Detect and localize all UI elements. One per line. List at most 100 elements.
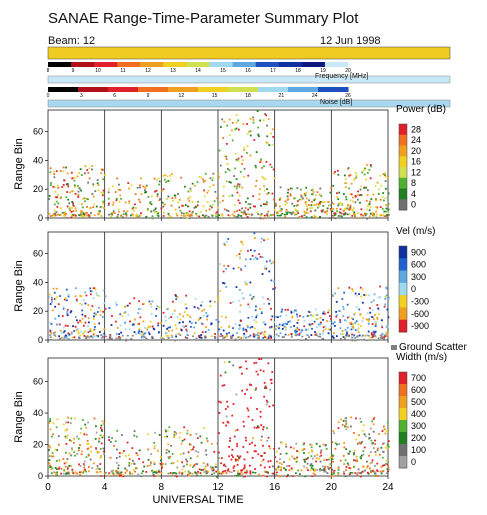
echo-dot <box>118 452 121 454</box>
echo-dot <box>126 210 129 213</box>
echo-dot <box>264 203 267 206</box>
echo-dot <box>219 164 222 167</box>
echo-dot <box>158 471 161 473</box>
echo-dot <box>353 334 356 337</box>
echo-dot <box>299 217 302 220</box>
echo-dot <box>180 212 183 214</box>
frequency-swatch <box>278 62 303 67</box>
echo-dot <box>199 474 202 477</box>
echo-dot <box>260 158 262 161</box>
echo-dot <box>272 404 274 407</box>
echo-dot <box>372 330 375 333</box>
echo-dot <box>111 315 113 317</box>
echo-dot <box>64 435 67 438</box>
echo-dot <box>294 331 297 334</box>
echo-dot <box>365 208 368 211</box>
echo-dot <box>366 164 369 166</box>
echo-dot <box>291 468 293 471</box>
echo-dot <box>177 193 179 195</box>
echo-dot <box>264 113 267 115</box>
echo-dot <box>266 201 268 204</box>
echo-dot <box>280 463 283 466</box>
echo-dot <box>245 439 248 442</box>
echo-dot <box>62 306 65 309</box>
echo-dot <box>255 450 257 453</box>
echo-dot <box>277 327 280 330</box>
echo-dot <box>319 216 322 218</box>
echo-dot <box>157 449 159 452</box>
echo-dot <box>57 186 60 189</box>
echo-dot <box>342 420 345 422</box>
echo-dot <box>247 316 250 319</box>
colorbar-swatch <box>399 188 407 200</box>
echo-dot <box>97 189 100 192</box>
colorbar-label: 900 <box>411 247 426 257</box>
echo-dot <box>174 432 177 435</box>
echo-dot <box>166 308 169 311</box>
echo-dot <box>282 467 285 469</box>
echo-dot <box>246 326 249 329</box>
echo-dot <box>387 192 390 195</box>
echo-dot <box>225 286 228 288</box>
echo-dot <box>226 240 229 243</box>
echo-dot <box>325 210 328 213</box>
echo-dot <box>355 306 358 309</box>
echo-dot <box>99 427 102 429</box>
echo-dot <box>188 217 191 220</box>
echo-dot <box>354 339 357 342</box>
echo-dot <box>149 320 152 323</box>
echo-dot <box>154 471 157 474</box>
echo-dot <box>348 208 351 211</box>
echo-dot <box>327 468 330 470</box>
echo-dot <box>290 213 293 216</box>
echo-dot <box>92 184 95 187</box>
echo-dot <box>106 338 109 341</box>
echo-dot <box>359 442 362 445</box>
echo-dot <box>115 301 118 304</box>
echo-dot <box>361 470 364 473</box>
echo-dot <box>244 471 246 474</box>
echo-dot <box>322 201 324 203</box>
echo-dot <box>237 456 240 459</box>
echo-dot <box>116 448 118 451</box>
echo-dot <box>236 428 239 431</box>
echo-dot <box>266 213 269 215</box>
echo-dot <box>177 332 180 335</box>
echo-dot <box>343 213 345 216</box>
echo-dot <box>157 324 159 327</box>
echo-dot <box>255 387 258 390</box>
echo-dot <box>161 201 164 204</box>
echo-dot <box>151 195 153 198</box>
echo-dot <box>369 164 372 166</box>
echo-dot <box>328 309 331 312</box>
echo-dot <box>229 181 232 184</box>
echo-dot <box>61 315 64 318</box>
echo-dot <box>74 471 77 473</box>
echo-dot <box>157 471 160 473</box>
echo-dot <box>382 173 385 176</box>
echo-dot <box>333 332 335 335</box>
echo-dot <box>175 475 178 478</box>
echo-dot <box>318 201 321 204</box>
echo-dot <box>351 333 353 336</box>
echo-dot <box>182 452 185 455</box>
echo-dot <box>316 313 319 316</box>
echo-dot <box>83 466 86 469</box>
echo-dot <box>153 177 156 180</box>
echo-dot <box>175 295 177 297</box>
echo-dot <box>65 183 68 186</box>
echo-dot <box>66 191 69 193</box>
echo-dot <box>199 435 202 438</box>
echo-dot <box>221 384 224 387</box>
echo-dot <box>162 205 165 208</box>
plot-title: SANAE Range-Time-Parameter Summary Plot <box>48 10 359 27</box>
echo-dot <box>324 328 327 331</box>
echo-dot <box>377 447 379 450</box>
echo-dot <box>146 465 149 467</box>
echo-dot <box>102 450 105 453</box>
echo-dot <box>290 336 293 338</box>
echo-dot <box>85 211 88 214</box>
echo-dot <box>72 214 74 217</box>
echo-dot <box>90 212 92 214</box>
echo-dot <box>89 293 92 296</box>
